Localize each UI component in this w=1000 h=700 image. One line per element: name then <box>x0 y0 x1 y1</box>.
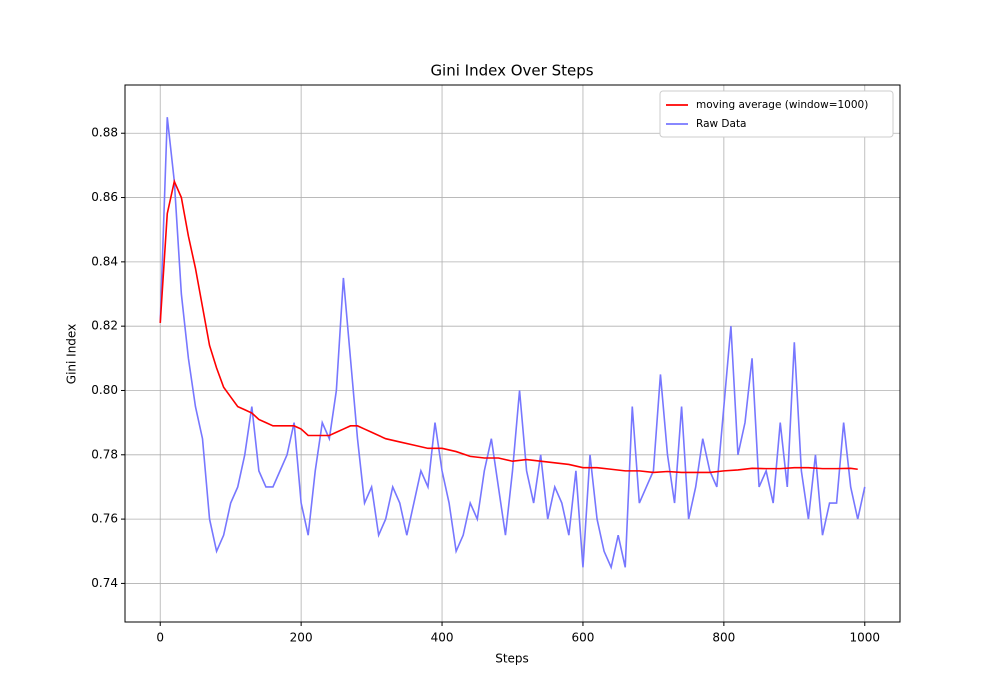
x-tick-label: 0 <box>156 631 164 645</box>
y-tick-label: 0.74 <box>91 576 118 590</box>
y-tick-label: 0.84 <box>91 254 118 268</box>
legend: moving average (window=1000) Raw Data <box>659 90 894 138</box>
series-line <box>159 178 858 474</box>
x-tick-label: 800 <box>712 631 735 645</box>
plot-frame <box>124 84 901 623</box>
x-tick-label: 600 <box>572 631 595 645</box>
y-tick-label: 0.88 <box>91 126 118 140</box>
x-tick-label: 400 <box>431 631 454 645</box>
series-line <box>159 117 866 570</box>
x-tick-label: 1000 <box>849 631 880 645</box>
legend-label: moving average (window=1000) <box>696 99 868 111</box>
y-tick-label: 0.78 <box>91 447 118 461</box>
y-tick-label: 0.86 <box>91 190 118 204</box>
legend-label: Raw Data <box>696 118 747 130</box>
y-axis-label: Gini Index <box>65 324 79 384</box>
y-tick-label: 0.80 <box>91 383 118 397</box>
legend-box <box>659 90 894 138</box>
x-tick-label: 200 <box>290 631 313 645</box>
chart-title: Gini Index Over Steps <box>430 62 593 80</box>
y-tick-label: 0.76 <box>91 512 118 526</box>
y-tick-label: 0.82 <box>91 319 118 333</box>
x-axis-label: Steps <box>495 652 529 666</box>
